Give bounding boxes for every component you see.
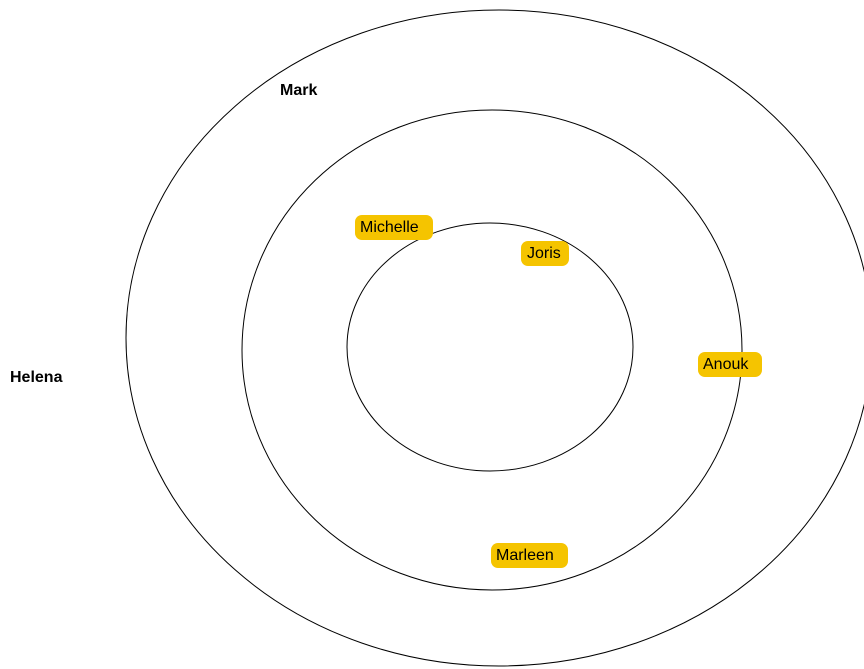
name-label: Anouk: [703, 356, 749, 373]
outer-circle: [125, 9, 864, 667]
name-label: Marleen: [496, 547, 554, 564]
middle-circle: [241, 109, 743, 591]
name-label: Helena: [10, 369, 63, 386]
highlight: [698, 352, 762, 377]
highlight: [491, 543, 568, 568]
inner-circle: [346, 222, 634, 472]
highlight: [521, 241, 569, 266]
name-label: Mark: [280, 82, 317, 99]
name-label: Michelle: [360, 219, 419, 236]
name-label: Joris: [527, 245, 561, 262]
highlight: [355, 215, 433, 240]
